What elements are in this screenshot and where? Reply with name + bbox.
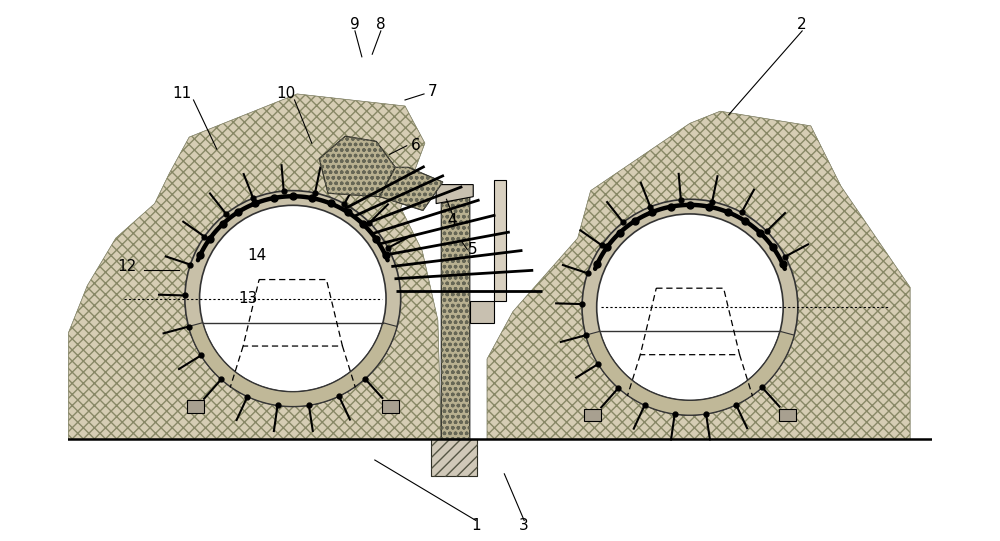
Text: 1: 1 (471, 518, 481, 533)
Text: 14: 14 (247, 248, 266, 263)
Bar (382, 400, 399, 413)
Bar (584, 409, 601, 421)
Text: 11: 11 (173, 87, 192, 102)
Bar (187, 400, 204, 413)
Polygon shape (380, 167, 443, 210)
Bar (779, 409, 796, 421)
Text: 10: 10 (276, 87, 296, 102)
Polygon shape (586, 331, 794, 415)
Circle shape (597, 214, 783, 400)
Text: 4: 4 (448, 213, 457, 228)
Polygon shape (68, 94, 441, 439)
Circle shape (582, 199, 798, 415)
Text: 13: 13 (238, 291, 258, 306)
Text: 8: 8 (376, 17, 386, 32)
Polygon shape (487, 111, 910, 439)
Text: 5: 5 (468, 242, 477, 257)
Circle shape (185, 190, 401, 406)
Circle shape (200, 206, 386, 392)
Text: 6: 6 (411, 138, 420, 153)
Text: 7: 7 (428, 84, 437, 99)
Text: 9: 9 (350, 17, 360, 32)
Text: 12: 12 (117, 259, 137, 274)
Polygon shape (470, 301, 494, 323)
Polygon shape (431, 439, 477, 476)
Polygon shape (189, 322, 397, 406)
Text: 3: 3 (519, 518, 529, 533)
Polygon shape (319, 136, 395, 197)
Polygon shape (441, 197, 470, 439)
Polygon shape (436, 184, 473, 203)
Text: 2: 2 (797, 17, 807, 32)
Polygon shape (494, 180, 506, 301)
